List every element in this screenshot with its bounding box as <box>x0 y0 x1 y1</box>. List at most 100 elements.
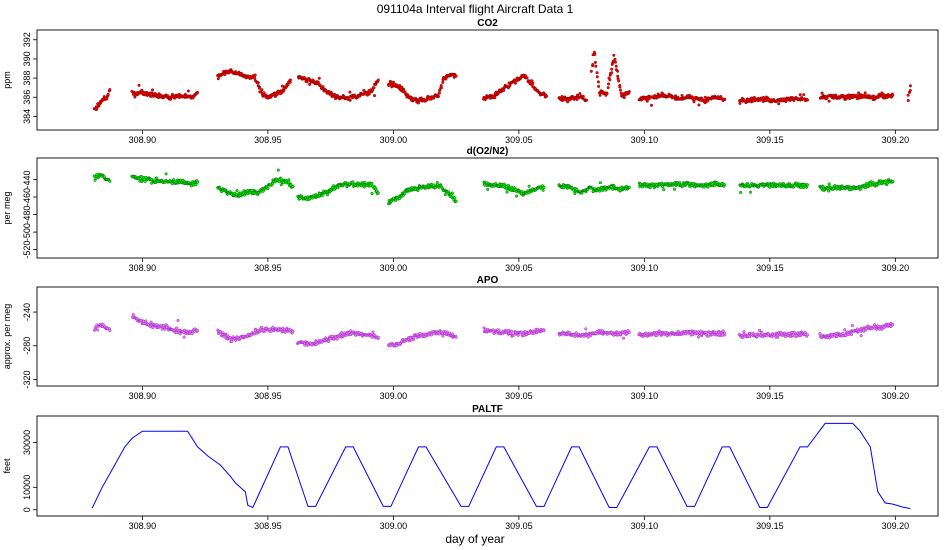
data-point <box>606 82 611 86</box>
x-tick-label: 309.05 <box>505 263 533 273</box>
data-point <box>443 193 447 197</box>
data-point <box>591 62 595 67</box>
data-point <box>336 186 340 190</box>
data-point <box>182 335 186 339</box>
x-tick-label: 309.15 <box>756 391 784 401</box>
data-point <box>308 82 312 86</box>
data-point <box>403 191 407 196</box>
data-point <box>351 180 355 184</box>
x-tick-label: 308.95 <box>254 135 282 145</box>
data-point <box>454 199 458 203</box>
data-point <box>723 97 727 101</box>
data-point <box>606 86 610 90</box>
series-segment-o2n2 <box>296 180 380 202</box>
data-point <box>706 334 710 338</box>
data-point <box>618 85 622 89</box>
data-point <box>436 94 440 99</box>
data-point <box>648 186 652 190</box>
data-point <box>235 189 239 193</box>
series-segment-co2 <box>906 84 912 103</box>
x-tick-label: 309.10 <box>631 135 659 145</box>
data-point <box>260 325 264 329</box>
data-point <box>691 333 695 337</box>
data-point <box>696 335 700 339</box>
data-point <box>106 92 110 96</box>
panel-title-co2: CO2 <box>477 18 498 29</box>
x-tick-label: 308.90 <box>129 521 157 531</box>
data-point <box>347 96 351 100</box>
data-point <box>627 330 631 334</box>
data-point <box>196 90 200 95</box>
data-point <box>859 334 863 338</box>
data-point <box>150 88 155 92</box>
data-point <box>253 73 257 77</box>
data-point <box>906 93 910 97</box>
data-point <box>279 183 283 187</box>
series-segment-co2 <box>387 72 458 105</box>
data-point <box>627 89 631 94</box>
data-point <box>613 57 617 61</box>
data-point <box>574 331 578 335</box>
data-point <box>137 83 141 87</box>
data-point <box>287 180 291 184</box>
data-point <box>358 94 362 98</box>
data-point <box>416 101 421 105</box>
data-point <box>432 183 436 187</box>
data-point <box>760 330 764 334</box>
data-point <box>505 190 509 194</box>
plot-area-co2 <box>92 50 912 112</box>
data-point <box>516 333 520 337</box>
data-point <box>605 92 609 96</box>
y-tick-label: -280 <box>22 337 32 355</box>
data-point <box>398 83 402 88</box>
data-point <box>616 74 620 78</box>
y-tick-label: 388 <box>22 71 32 86</box>
data-point <box>253 76 257 80</box>
data-point <box>834 331 838 335</box>
data-point <box>527 184 531 188</box>
data-point <box>805 183 810 187</box>
panel-apo: APO approx. per meg -240 -280 -320 308.90 308.… <box>2 275 939 401</box>
data-point <box>665 334 669 338</box>
series-segment-co2 <box>482 73 549 102</box>
x-tick-label: 309.20 <box>882 263 910 273</box>
x-tick-label: 309.05 <box>505 135 533 145</box>
x-axis-label: day of year <box>445 532 504 546</box>
series-line-paltf <box>91 422 911 510</box>
data-point <box>450 191 454 195</box>
data-point <box>908 84 912 88</box>
data-point <box>454 74 458 78</box>
series-segment-apo <box>818 321 895 340</box>
data-point <box>108 179 112 183</box>
data-point <box>150 181 154 185</box>
data-point <box>269 329 273 333</box>
data-point <box>320 194 324 198</box>
data-point <box>108 88 112 92</box>
data-point <box>544 94 549 98</box>
data-point <box>674 94 678 98</box>
series-segment-apo <box>557 327 631 340</box>
data-point <box>594 64 598 68</box>
data-point <box>740 336 744 340</box>
series-segment-co2 <box>130 83 200 101</box>
x-tick-label: 309.15 <box>756 521 784 531</box>
data-point <box>531 81 535 85</box>
data-point <box>613 60 618 64</box>
data-point <box>441 334 445 338</box>
series-segment-apo <box>295 329 380 347</box>
data-point <box>230 339 234 343</box>
series-segment-co2 <box>637 91 727 107</box>
series-segment-o2n2 <box>482 180 546 198</box>
series-segment-apo <box>482 326 546 338</box>
data-point <box>219 329 223 334</box>
data-point <box>435 180 439 185</box>
panel-frame-apo <box>36 286 939 387</box>
x-tick-label: 308.95 <box>254 263 282 273</box>
data-point <box>412 336 416 340</box>
series-segment-apo <box>92 322 112 333</box>
data-point <box>513 81 517 85</box>
series-segment-o2n2 <box>130 172 200 188</box>
data-point <box>262 91 266 95</box>
data-point <box>155 176 159 180</box>
y-tick-label: 390 <box>22 51 32 66</box>
